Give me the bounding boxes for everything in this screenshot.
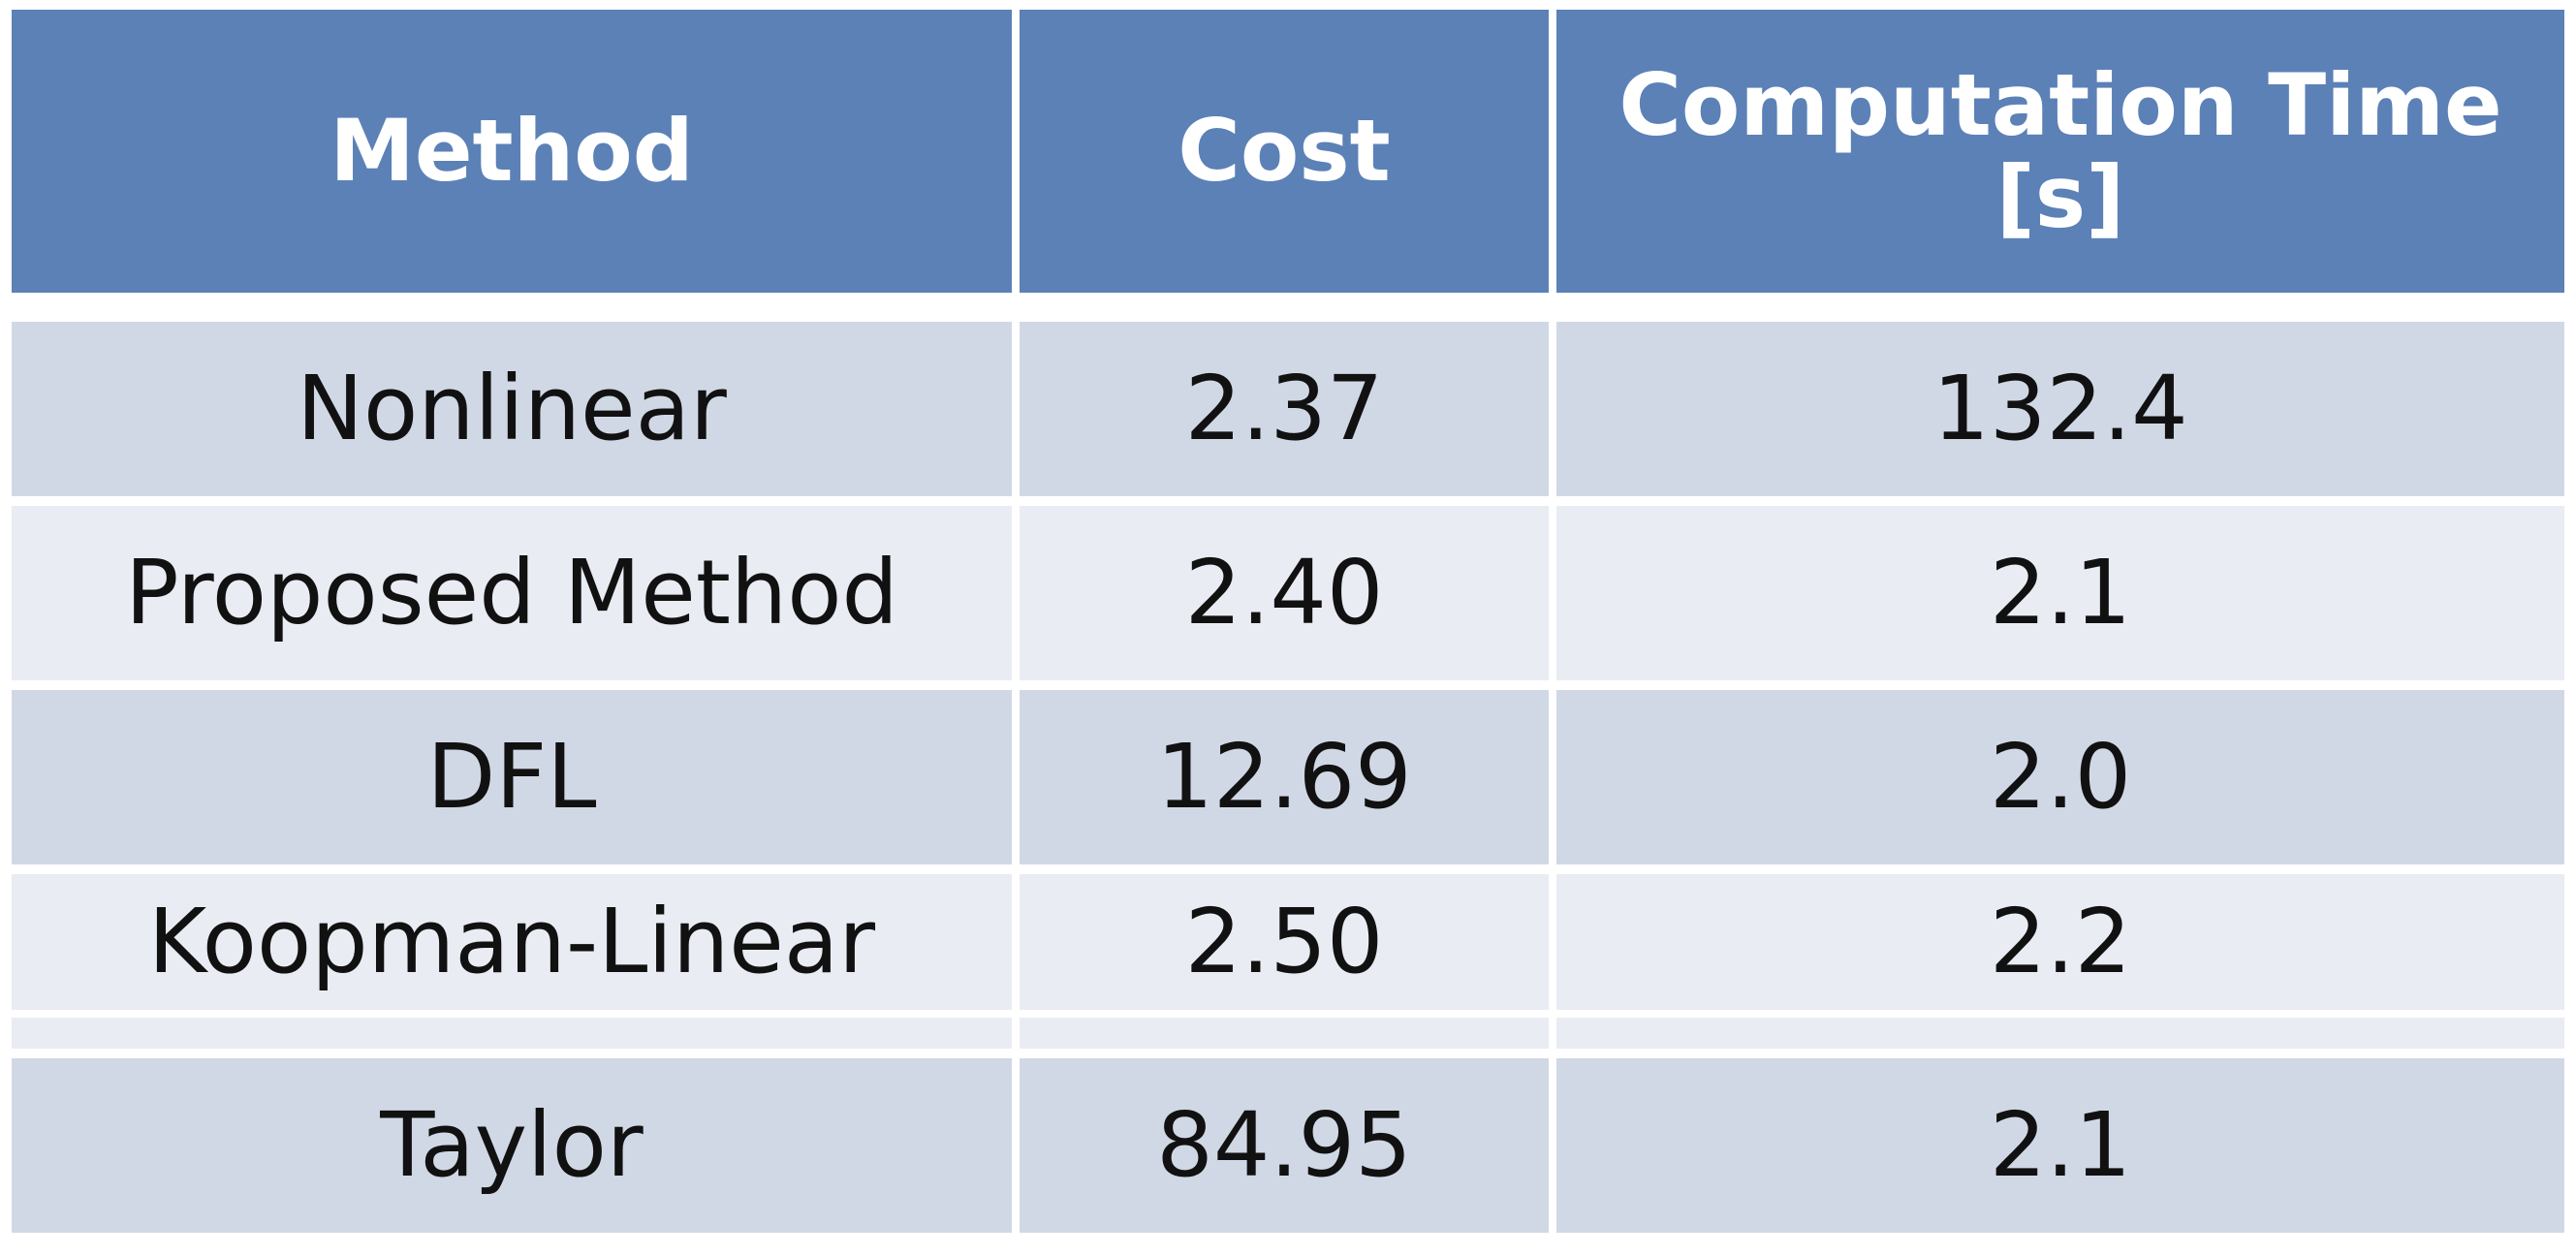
results-table: Method Cost Computation Time [s] Nonline…	[12, 10, 2564, 1233]
table-row: Proposed Method 2.40 2.1	[12, 506, 2564, 680]
header-cost: Cost	[1020, 10, 1549, 293]
computation-time-cell-text: 2.2	[1556, 874, 2564, 1010]
row-separator	[12, 680, 2564, 690]
method-cell: Taylor	[12, 1058, 1012, 1233]
computation-time-cell: 2.1	[1556, 506, 2564, 680]
cost-cell: 2.50	[1020, 874, 1549, 1049]
method-cell: Proposed Method	[12, 506, 1012, 680]
table-header-row: Method Cost Computation Time [s]	[12, 10, 2564, 293]
method-cell: Nonlinear	[12, 322, 1012, 496]
cost-cell: 12.69	[1020, 690, 1549, 864]
cell-tail	[1020, 1018, 1549, 1049]
computation-time-cell: 132.4	[1556, 322, 2564, 496]
cell-tail	[12, 1018, 1012, 1049]
cell-tail	[1556, 1018, 2564, 1049]
header-computation-time: Computation Time [s]	[1556, 10, 2564, 293]
table-row: Taylor 84.95 2.1	[12, 1058, 2564, 1233]
header-method: Method	[12, 10, 1012, 293]
cost-cell-text: 2.50	[1020, 874, 1549, 1010]
cost-cell: 2.40	[1020, 506, 1549, 680]
method-cell: DFL	[12, 690, 1012, 864]
cost-cell: 2.37	[1020, 322, 1549, 496]
computation-time-cell: 2.2	[1556, 874, 2564, 1049]
table-row: Nonlinear 2.37 132.4	[12, 322, 2564, 496]
header-separator	[12, 293, 2564, 322]
row-separator	[12, 1049, 2564, 1058]
table-row: Koopman-Linear 2.50 2.2	[12, 874, 2564, 1049]
row-separator	[12, 496, 2564, 506]
table-row: DFL 12.69 2.0	[12, 690, 2564, 864]
cost-cell: 84.95	[1020, 1058, 1549, 1233]
method-cell-text: Koopman-Linear	[12, 874, 1012, 1010]
row-separator	[12, 864, 2564, 874]
computation-time-cell: 2.0	[1556, 690, 2564, 864]
computation-time-cell: 2.1	[1556, 1058, 2564, 1233]
method-cell: Koopman-Linear	[12, 874, 1012, 1049]
